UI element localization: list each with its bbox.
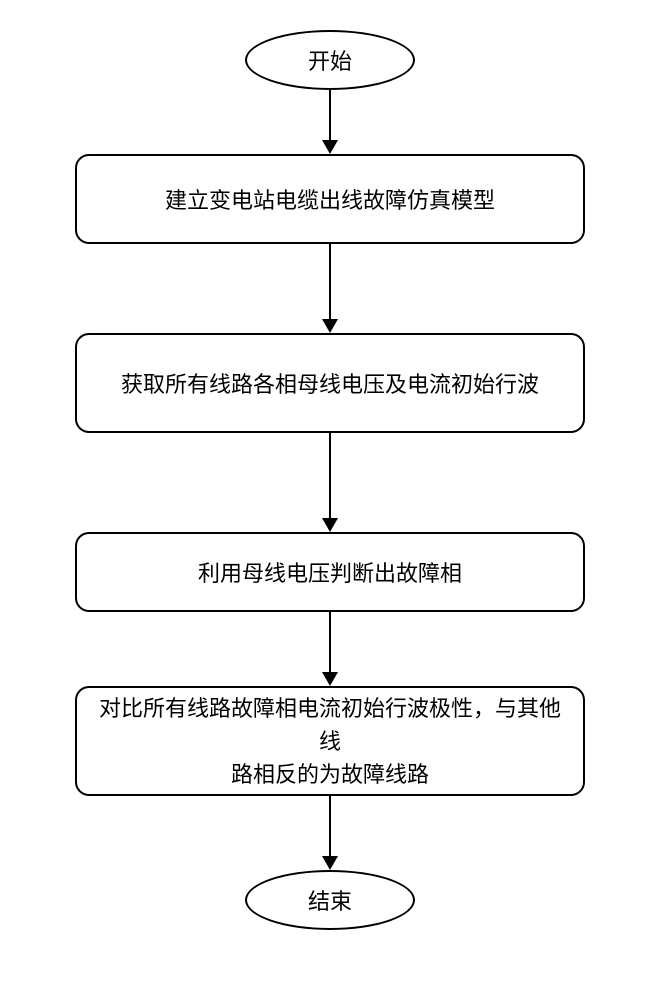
arrow-head: [322, 856, 338, 870]
arrow-3: [322, 433, 338, 532]
step1-node: 建立变电站电缆出线故障仿真模型: [75, 154, 585, 244]
arrow-line: [329, 90, 331, 140]
step1-label: 建立变电站电缆出线故障仿真模型: [165, 183, 495, 215]
end-label: 结束: [308, 884, 352, 916]
step2-node: 获取所有线路各相母线电压及电流初始行波: [75, 333, 585, 433]
step2-label: 获取所有线路各相母线电压及电流初始行波: [121, 367, 539, 399]
start-node: 开始: [245, 30, 415, 90]
arrow-4: [322, 612, 338, 686]
arrow-2: [322, 244, 338, 333]
step4-line1: 对比所有线路故障相电流初始行波极性，与其他线: [97, 692, 563, 758]
arrow-head: [322, 672, 338, 686]
end-node: 结束: [245, 870, 415, 930]
arrow-head: [322, 518, 338, 532]
step3-label: 利用母线电压判断出故障相: [198, 556, 462, 588]
start-label: 开始: [308, 44, 352, 76]
arrow-line: [329, 244, 331, 319]
step4-node: 对比所有线路故障相电流初始行波极性，与其他线 路相反的为故障线路: [75, 686, 585, 796]
arrow-line: [329, 796, 331, 856]
arrow-line: [329, 612, 331, 672]
arrow-1: [322, 90, 338, 154]
arrow-line: [329, 433, 331, 518]
arrow-5: [322, 796, 338, 870]
step4-line2: 路相反的为故障线路: [97, 758, 563, 791]
flowchart: 开始 建立变电站电缆出线故障仿真模型 获取所有线路各相母线电压及电流初始行波 利…: [75, 30, 585, 930]
arrow-head: [322, 140, 338, 154]
step3-node: 利用母线电压判断出故障相: [75, 532, 585, 612]
arrow-head: [322, 319, 338, 333]
step4-label: 对比所有线路故障相电流初始行波极性，与其他线 路相反的为故障线路: [97, 692, 563, 791]
